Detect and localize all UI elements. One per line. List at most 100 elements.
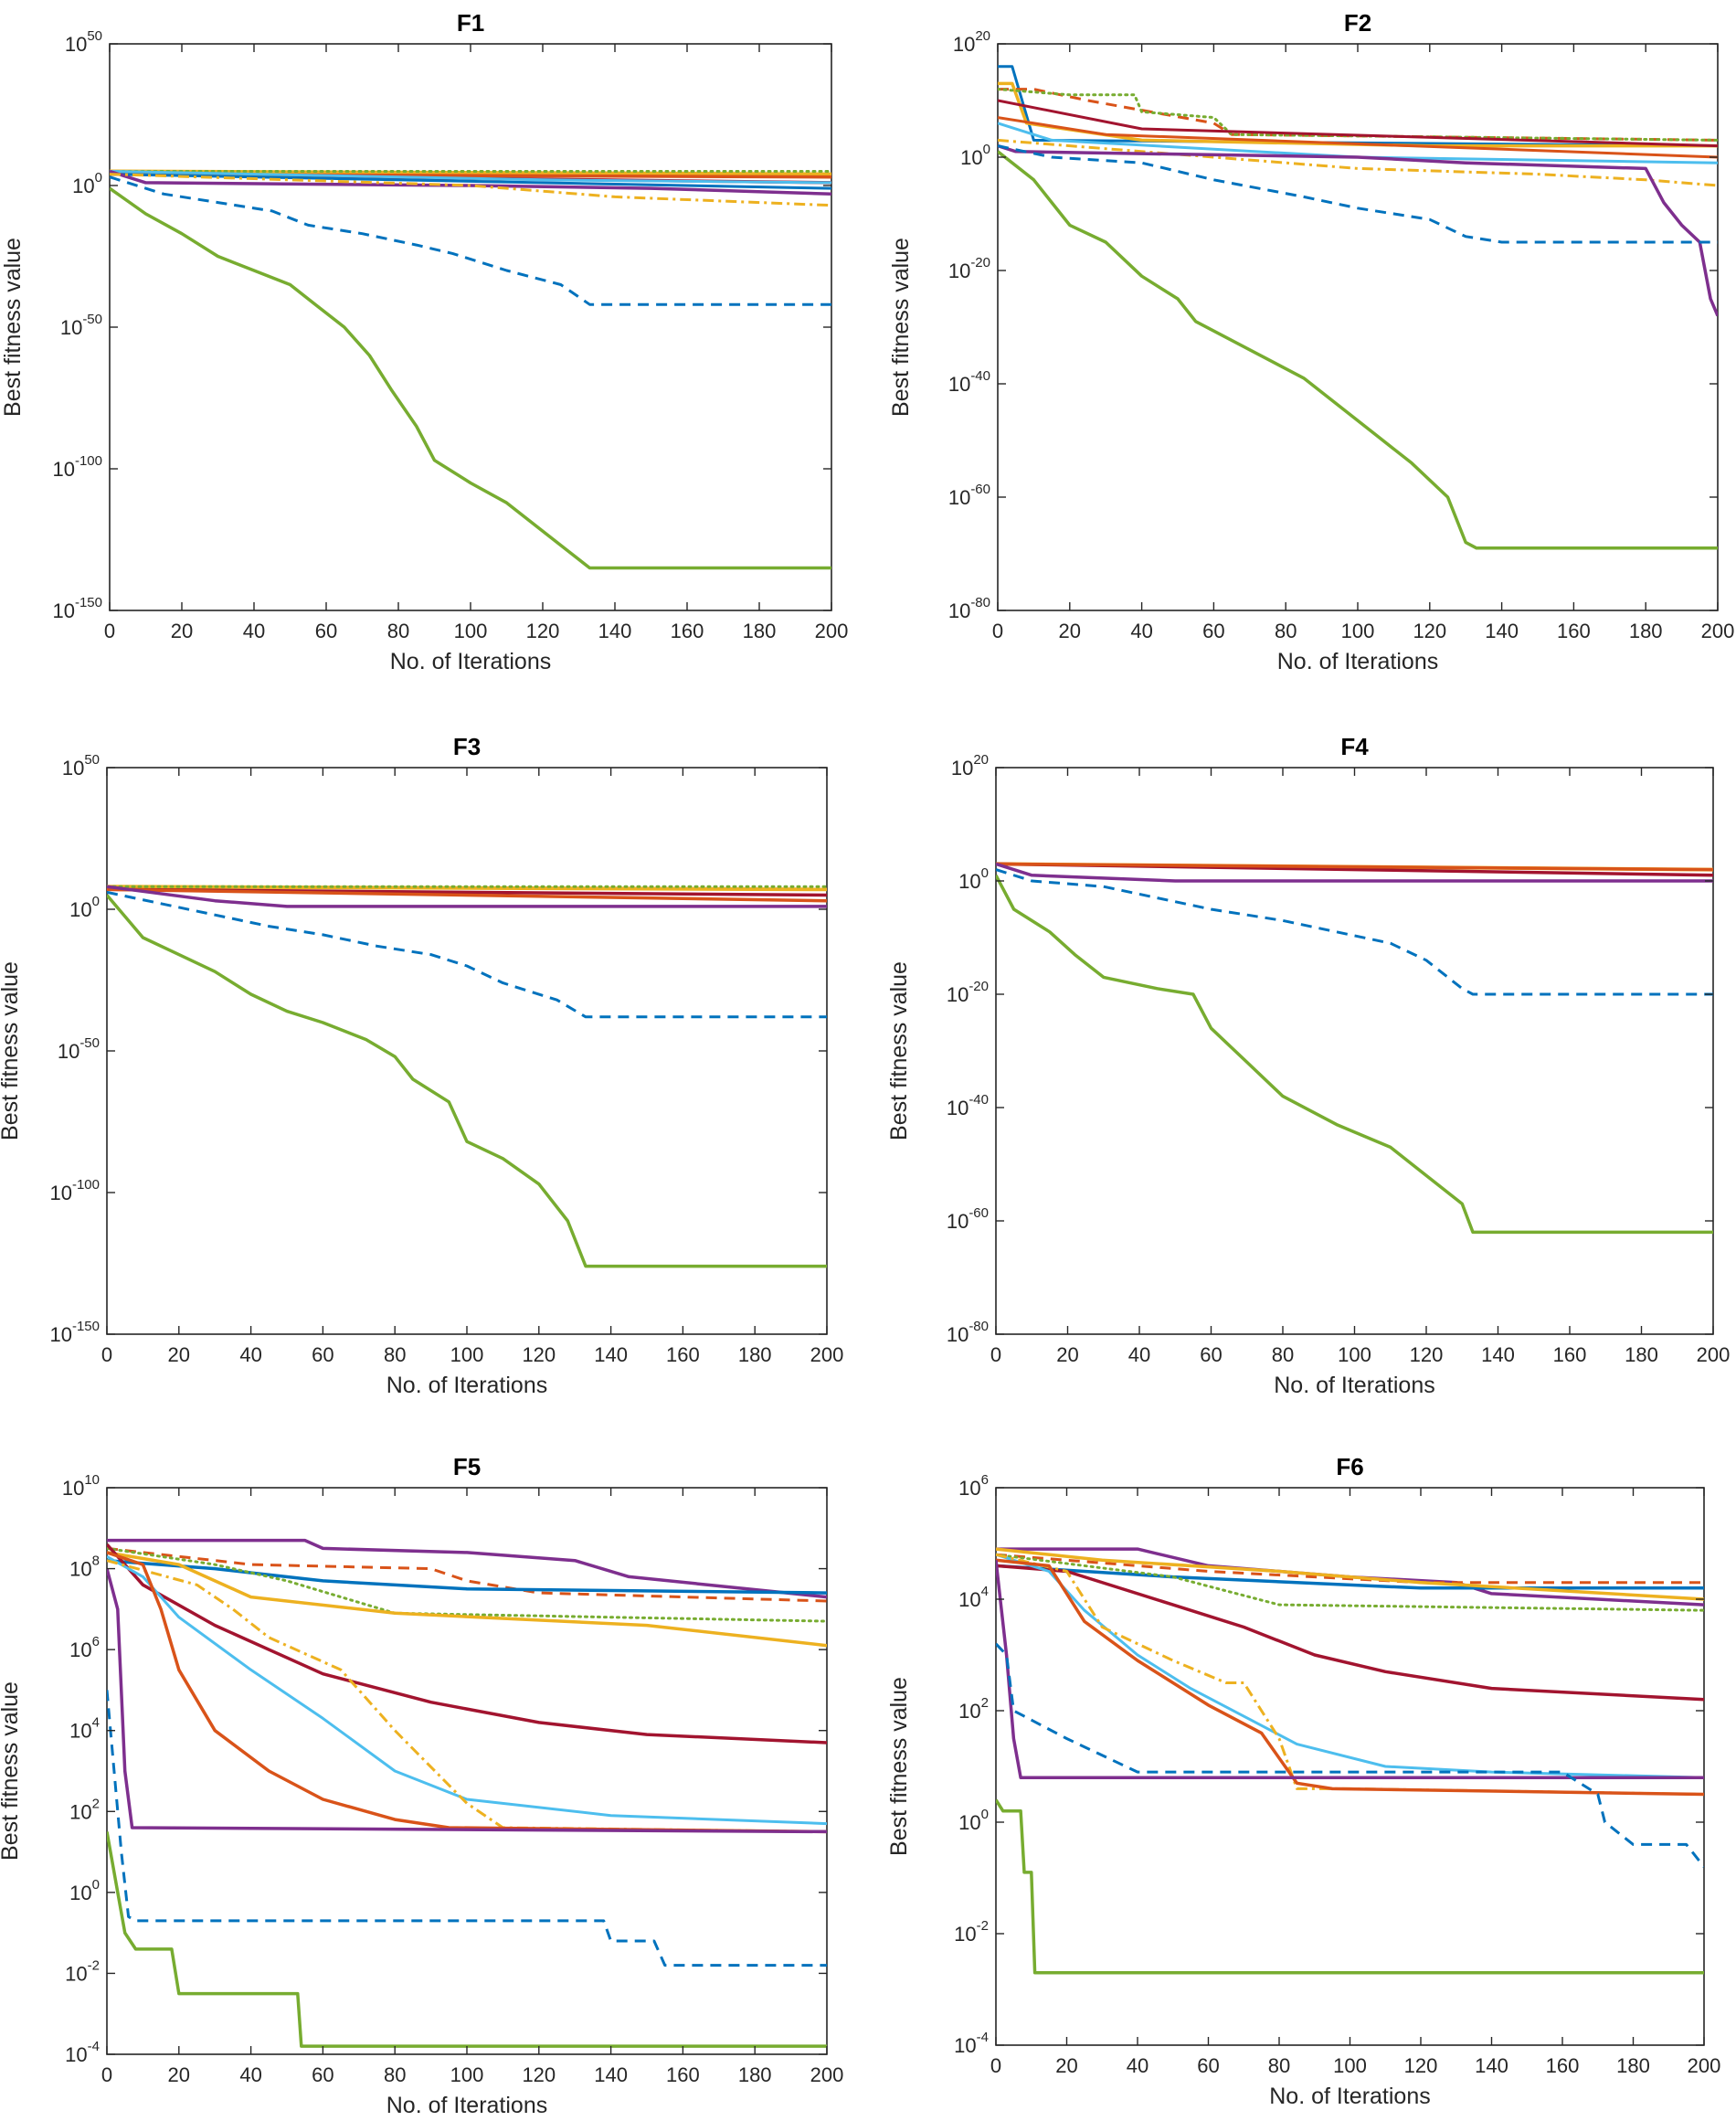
x-tick-label: 60 [1202, 620, 1224, 642]
series-line-green [998, 150, 1718, 550]
x-axis-label: No. of Iterations [390, 649, 551, 674]
series-line-green [996, 1798, 1704, 1975]
series-group [996, 1547, 1704, 1975]
x-tick-label: 200 [1701, 620, 1735, 642]
x-tick-label: 100 [454, 620, 488, 642]
y-axis-label: Best fitness value [0, 1681, 23, 1861]
series-line-yellow-dash-dot [998, 138, 1718, 187]
x-tick-label: 200 [1697, 1343, 1731, 1366]
series-line-purple-steep [107, 1568, 827, 1834]
x-tick-label: 160 [1557, 620, 1591, 642]
y-tick-label: 10-100 [49, 1177, 100, 1204]
y-tick-label: 10-40 [947, 1092, 989, 1119]
x-tick-label: 0 [990, 1343, 1001, 1366]
x-tick-label: 120 [1404, 2054, 1438, 2077]
x-tick-label: 0 [101, 2063, 112, 2086]
series-line-orange [107, 1551, 827, 1648]
x-axis-label: No. of Iterations [386, 1373, 547, 1398]
x-tick-label: 0 [990, 2054, 1001, 2077]
y-tick-label: 10-50 [58, 1035, 100, 1063]
y-tick-label: 1050 [62, 752, 100, 779]
y-tick-label: 1010 [62, 1472, 100, 1500]
series-group [107, 885, 827, 1268]
series-line-purple [110, 169, 831, 196]
y-tick-label: 100 [72, 170, 102, 197]
x-tick-label: 60 [1200, 1343, 1222, 1366]
x-tick-label: 180 [738, 1343, 772, 1366]
x-tick-label: 160 [1553, 1343, 1587, 1366]
x-tick-label: 180 [1625, 1343, 1658, 1366]
series-line-purple [107, 1538, 827, 1599]
chart-title: F6 [1336, 1453, 1363, 1480]
x-tick-label: 80 [384, 1343, 406, 1366]
series-line-red [996, 1558, 1704, 1797]
y-tick-label: 10-20 [947, 979, 989, 1006]
x-tick-label: 80 [387, 620, 409, 642]
y-tick-label: 106 [69, 1634, 100, 1661]
series-line-red-dashed [107, 1546, 827, 1603]
x-tick-label: 80 [384, 2063, 406, 2086]
y-tick-label: 10-4 [954, 2030, 989, 2057]
plot-frame [997, 43, 1719, 611]
series-line-blue-dashed [998, 144, 1718, 244]
y-tick-label: 10-150 [49, 1319, 100, 1346]
series-line-light-blue [998, 122, 1718, 164]
y-tick-label: 104 [69, 1715, 100, 1743]
y-tick-label: 108 [69, 1554, 100, 1581]
x-tick-label: 200 [815, 620, 849, 642]
series-line-purple-steep [996, 1560, 1704, 1779]
x-tick-label: 120 [1413, 620, 1446, 642]
x-tick-label: 200 [1688, 2054, 1721, 2077]
series-line-blue [998, 65, 1718, 148]
x-tick-label: 160 [666, 2063, 700, 2086]
x-tick-label: 80 [1275, 620, 1297, 642]
series-line-light-blue [110, 170, 831, 185]
chart-panel-f3: 0 20 40 60 80 100 120 140 160 180 200 10-150 10-100 1… [0, 733, 843, 1398]
x-tick-label: 200 [810, 2063, 844, 2086]
series-line-red-dashed [996, 1553, 1704, 1585]
x-tick-label: 40 [1127, 2054, 1149, 2077]
y-tick-label: 1020 [951, 752, 989, 779]
x-axis-label: No. of Iterations [1277, 649, 1438, 674]
x-tick-label: 120 [1410, 1343, 1444, 1366]
x-tick-label: 100 [1341, 620, 1375, 642]
x-tick-label: 100 [1333, 2054, 1367, 2077]
series-line-green-dotted [996, 1553, 1704, 1612]
x-tick-label: 140 [598, 620, 632, 642]
series-line-dark-red [998, 99, 1718, 148]
series-line-yellow-dash-dot [107, 1559, 827, 1833]
series-line-red [998, 116, 1718, 159]
series-line-green [107, 1831, 827, 2048]
x-tick-label: 0 [992, 620, 1003, 642]
y-tick-label: 100 [69, 1877, 100, 1904]
chart-title: F2 [1344, 9, 1371, 37]
series-line-blue-dashed [107, 890, 827, 1019]
x-tick-label: 40 [239, 1343, 261, 1366]
series-line-red [107, 1551, 827, 1834]
plot-frame [106, 1487, 828, 2055]
y-tick-label: 10-2 [954, 1918, 989, 1946]
x-tick-label: 160 [671, 620, 704, 642]
x-tick-label: 40 [239, 2063, 261, 2086]
y-tick-label: 10-150 [52, 595, 102, 622]
y-axis-label: Best fitness value [888, 238, 914, 417]
x-tick-label: 20 [171, 620, 193, 642]
y-tick-label: 100 [958, 1807, 989, 1834]
y-tick-label: 10-4 [65, 2039, 100, 2066]
y-tick-label: 102 [69, 1796, 100, 1823]
chart-panel-f1: 0 20 40 60 80 100 120 140 160 180 200 10-150 10-100 1… [0, 9, 848, 674]
x-tick-label: 60 [312, 2063, 333, 2086]
series-line-blue [996, 1564, 1704, 1590]
y-tick-label: 100 [958, 865, 989, 893]
plot-frame [995, 767, 1714, 1335]
x-tick-label: 80 [1268, 2054, 1290, 2077]
x-tick-label: 100 [450, 1343, 484, 1366]
y-tick-label: 1050 [65, 28, 102, 56]
x-tick-label: 140 [1475, 2054, 1508, 2077]
series-line-blue [110, 173, 831, 190]
x-tick-label: 40 [1130, 620, 1152, 642]
chart-panel-f6: 0 20 40 60 80 100 120 140 160 180 200 10-4 10-2 100 10… [886, 1453, 1720, 2109]
y-tick-label: 106 [958, 1472, 989, 1500]
y-tick-label: 1020 [953, 28, 990, 56]
